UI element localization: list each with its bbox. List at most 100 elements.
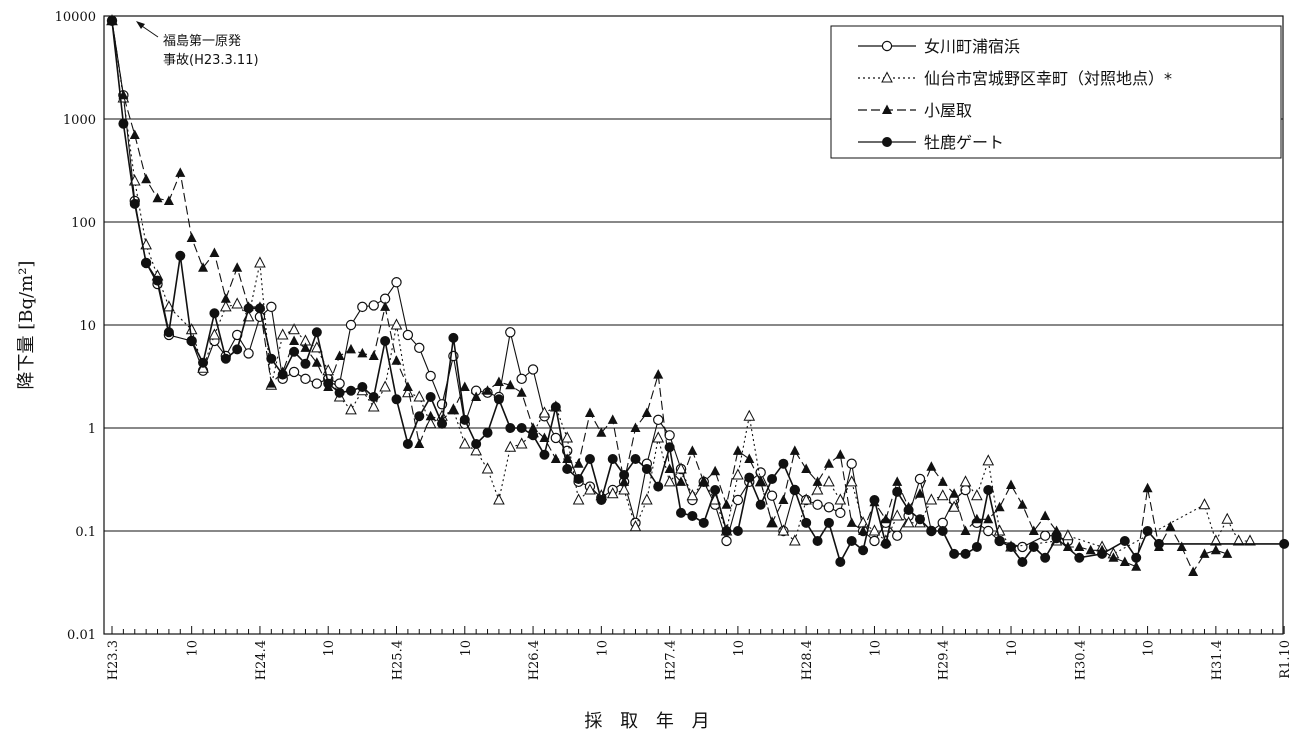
data-point [618, 483, 630, 495]
data-point [232, 344, 243, 355]
x-tick-label: H23.3 [106, 640, 121, 680]
data-point [596, 427, 607, 437]
data-point [516, 373, 527, 385]
y-tick-label: 10000 [55, 10, 96, 25]
data-point [663, 475, 676, 487]
x-tick-label: H24.4 [254, 640, 269, 680]
data-point [368, 391, 379, 402]
data-point [118, 118, 129, 129]
data-point [1017, 557, 1028, 568]
data-point [198, 262, 209, 272]
plot-frame [103, 15, 1284, 635]
gridlines [104, 118, 1283, 532]
data-point [914, 488, 925, 498]
data-point [664, 442, 675, 453]
legend-label: 牡鹿ゲート [924, 133, 1004, 152]
data-point [390, 318, 403, 330]
data-point [527, 364, 539, 375]
data-point [732, 468, 744, 480]
data-point [528, 430, 539, 441]
data-point [300, 373, 311, 385]
data-point [516, 387, 527, 397]
data-point [550, 401, 561, 412]
series-line [111, 20, 1069, 548]
data-point [812, 476, 823, 486]
data-point [584, 454, 595, 465]
data-point [311, 378, 323, 389]
data-point [960, 548, 971, 559]
data-point [1221, 512, 1234, 524]
data-point [1074, 541, 1085, 551]
data-point [539, 449, 550, 460]
data-point [800, 493, 813, 505]
data-point [266, 378, 277, 388]
data-point [698, 476, 709, 486]
data-point [573, 473, 584, 484]
data-point [209, 247, 220, 258]
data-point [550, 432, 562, 444]
data-point [788, 534, 801, 546]
data-point [208, 328, 221, 340]
data-point [458, 437, 471, 449]
x-tick-label: 10 [1142, 640, 1157, 657]
data-point [1040, 510, 1051, 520]
data-point [778, 494, 789, 504]
x-tick-label: 10 [868, 640, 883, 657]
data-point [471, 438, 482, 449]
data-point [414, 411, 425, 422]
data-point [596, 494, 607, 505]
y-tick-label: 1 [88, 422, 96, 437]
data-point [288, 323, 300, 335]
data-point [1165, 521, 1176, 531]
data-point [562, 453, 573, 464]
x-tick-label: 10 [1005, 640, 1020, 657]
data-point [949, 488, 960, 498]
data-point [1199, 548, 1210, 558]
data-point [219, 300, 232, 312]
data-point [686, 489, 699, 501]
data-point [960, 525, 971, 535]
data-point [1062, 541, 1073, 551]
data-point [414, 342, 425, 354]
data-point [1142, 526, 1153, 536]
data-point [629, 520, 642, 532]
data-point [936, 489, 949, 501]
data-point [1142, 482, 1153, 493]
data-point [1198, 498, 1211, 510]
data-point [186, 232, 197, 242]
data-point [835, 449, 846, 459]
data-point [1108, 552, 1119, 562]
data-point [948, 500, 960, 512]
data-point [834, 493, 847, 505]
data-point [1119, 556, 1130, 567]
data-point [402, 329, 414, 341]
data-point [141, 173, 152, 184]
x-tick-label: 10 [322, 640, 337, 657]
data-point [276, 328, 289, 340]
data-point [528, 422, 539, 432]
series-2 [106, 14, 1256, 559]
data-point [185, 323, 198, 335]
data-point [926, 461, 937, 471]
data-point [482, 385, 493, 395]
data-point [687, 445, 698, 455]
data-point [857, 516, 869, 528]
data-point [505, 423, 516, 433]
data-point [584, 483, 596, 495]
data-point [391, 277, 402, 288]
data-point [835, 507, 846, 519]
data-point [891, 509, 904, 521]
data-point [755, 476, 766, 486]
x-tick-label: H26.4 [527, 640, 542, 680]
data-point [744, 453, 755, 464]
data-point [231, 297, 244, 309]
data-point [664, 430, 675, 441]
legend-label: 小屋取 [924, 101, 972, 120]
data-point [1028, 541, 1039, 552]
data-point [845, 475, 858, 487]
data-point [459, 414, 470, 425]
data-point [892, 476, 903, 486]
data-point [937, 476, 948, 486]
